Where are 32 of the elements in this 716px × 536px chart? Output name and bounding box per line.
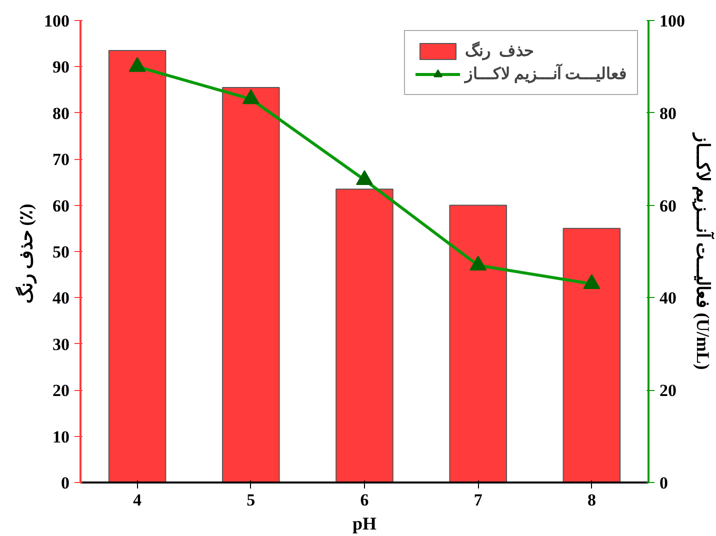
y-axis-title: حذف رنگ (٪) [15,204,37,304]
y2-tick-label: 60 [660,196,676,216]
bar [336,188,394,482]
x-tick-label: 4 [133,490,142,510]
y-tick-label: 30 [52,334,70,354]
y-tick-label: 40 [52,288,70,308]
y-tick-label: 60 [52,196,70,216]
y2-tick-label: 80 [660,104,676,123]
x-tick-label: 8 [587,490,596,510]
y2-tick-label: 40 [660,288,676,308]
y-tick-label: 90 [52,58,70,77]
x-tick-label: 5 [246,490,256,510]
y-tick-label: 100 [44,12,70,30]
y2-axis-title: فعالیـــت آنـــزیم لاکـــاز (U/mL) [692,131,715,370]
x-axis-title: pH [352,514,377,534]
y2-tick-label: 20 [660,381,676,400]
bar [222,86,280,482]
legend-label: فعالیـــت آنـــزیم لاکـــاز [465,64,627,84]
y2-tick-label: 0 [660,474,668,492]
y-tick-label: 0 [61,474,70,492]
y-tick-label: 80 [52,104,70,123]
y2-tick-label: 100 [660,12,685,30]
bar [108,50,166,482]
y-tick-label: 50 [52,242,70,262]
x-tick-label: 6 [360,490,369,510]
y-tick-label: 20 [52,381,70,400]
bar [449,204,507,482]
x-tick-label: 7 [474,490,483,510]
y-tick-label: 70 [52,150,70,170]
bar [562,228,621,482]
legend-label: حذف رنگ [465,41,534,61]
y-tick-label: 10 [52,427,70,446]
